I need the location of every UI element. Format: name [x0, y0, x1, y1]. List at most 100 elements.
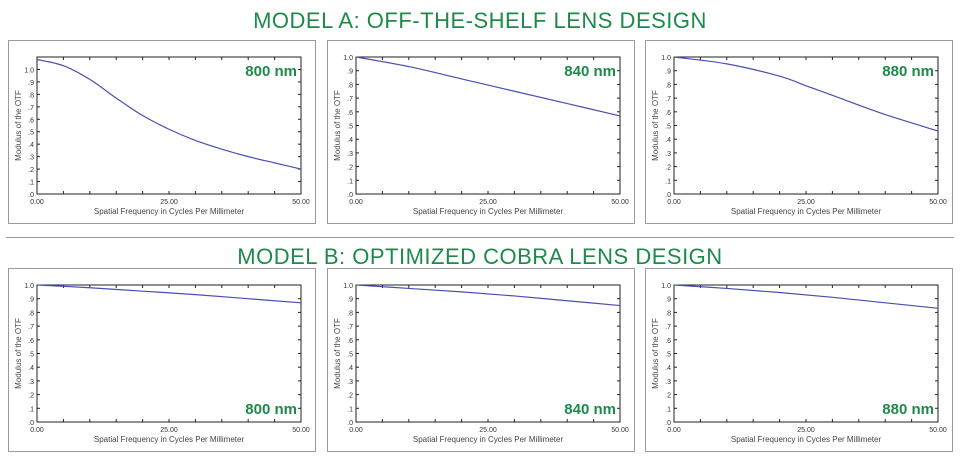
mtf-chart-panel: .0 .1 .2 .3 .4 .5 .6 .7 .8 .9 1.0 0.00 25.00 50.00 Spa…	[645, 268, 953, 452]
mtf-chart: .0 .1 .2 .3 .4 .5 .6 .7 .8 .9 1.0 0.00 25.00 50.00 Spa…	[14, 283, 310, 444]
y-tick-label: 1.0	[661, 55, 671, 62]
y-tick-label: .8	[665, 82, 671, 89]
x-tick-label: 25.00	[160, 199, 178, 206]
x-tick-label: 50.00	[292, 427, 310, 434]
y-tick-label: 1.0	[343, 283, 353, 290]
y-tick-label: .9	[665, 297, 671, 304]
mtf-curve	[355, 284, 621, 307]
y-tick-label: .5	[28, 130, 34, 137]
mtf-curve	[673, 56, 939, 132]
y-tick-label: .8	[665, 310, 671, 317]
mtf-curve	[36, 284, 302, 304]
y-tick-label: .2	[347, 393, 353, 400]
y-tick-label: .5	[665, 352, 671, 359]
y-tick-label: .4	[665, 365, 671, 372]
y-tick-label: .7	[347, 324, 353, 331]
x-axis-label: Spatial Frequency in Cycles Per Millimet…	[413, 207, 564, 216]
y-tick-label: .1	[665, 406, 671, 413]
x-tick-label: 25.00	[797, 199, 815, 206]
y-tick-label: .4	[665, 137, 671, 144]
y-tick-label: .7	[665, 324, 671, 331]
mtf-chart-panel: .0 .1 .2 .3 .4 .5 .6 .7 .8 .9 1.0 0.00 25.00 50.00 Spa…	[8, 268, 316, 452]
y-tick-label: .4	[347, 365, 353, 372]
y-axis-label: Modulus of the OTF	[333, 318, 342, 389]
y-tick-label: 1.0	[24, 283, 34, 290]
model-a-title: MODEL A: OFF-THE-SHELF LENS DESIGN	[253, 8, 707, 33]
wavelength-label: 800 nm	[245, 401, 297, 418]
y-tick-label: .3	[347, 379, 353, 386]
y-axis-label: Modulus of the OTF	[651, 318, 660, 389]
y-tick-label: .8	[28, 92, 34, 99]
mtf-chart: .0 .1 .2 .3 .4 .5 .6 .7 .8 .9 1.0 0.00 25.00 50.00 Spa…	[651, 55, 947, 216]
mtf-chart: .0 .1 .2 .3 .4 .5 .6 .7 .8 .9 1.0 0.00 25.00 50.00 Spa…	[333, 55, 629, 216]
model-b-title: MODEL B: OPTIMIZED COBRA LENS DESIGN	[237, 244, 723, 269]
mtf-curve	[673, 284, 939, 309]
y-tick-label: .4	[347, 137, 353, 144]
x-tick-label: 0.00	[30, 427, 44, 434]
y-tick-label: .7	[665, 96, 671, 103]
x-tick-label: 0.00	[667, 427, 681, 434]
y-tick-label: .9	[347, 297, 353, 304]
y-tick-label: .5	[665, 124, 671, 131]
x-axis-label: Spatial Frequency in Cycles Per Millimet…	[413, 435, 564, 444]
x-tick-label: 50.00	[611, 199, 629, 206]
y-tick-label: .6	[347, 338, 353, 345]
y-tick-label: .5	[347, 352, 353, 359]
y-tick-label: .8	[347, 82, 353, 89]
y-tick-label: .2	[347, 165, 353, 172]
y-tick-label: .7	[28, 324, 34, 331]
y-tick-label: .5	[347, 124, 353, 131]
x-tick-label: 0.00	[349, 427, 363, 434]
y-tick-label: .7	[347, 96, 353, 103]
y-axis-label: Modulus of the OTF	[14, 318, 23, 389]
y-tick-label: 1.0	[24, 67, 34, 74]
y-tick-label: .6	[28, 338, 34, 345]
y-tick-label: .1	[28, 180, 34, 187]
y-tick-label: .0	[28, 192, 34, 199]
y-tick-label: .2	[28, 167, 34, 174]
y-tick-label: .6	[347, 110, 353, 117]
y-axis-label: Modulus of the OTF	[14, 90, 23, 161]
y-tick-label: .6	[665, 338, 671, 345]
y-tick-label: .0	[347, 420, 353, 427]
y-tick-label: .6	[665, 110, 671, 117]
y-tick-label: .5	[28, 352, 34, 359]
y-tick-label: .1	[28, 406, 34, 413]
y-tick-label: .0	[665, 420, 671, 427]
y-tick-label: .4	[28, 142, 34, 149]
mtf-chart: .0 .1 .2 .3 .4 .5 .6 .7 .8 .9 1.0 0.00 25.00 50.00 Spa…	[651, 283, 947, 444]
mtf-curve	[36, 58, 302, 170]
x-tick-label: 25.00	[479, 427, 497, 434]
y-tick-label: .3	[28, 379, 34, 386]
y-tick-label: .2	[665, 393, 671, 400]
y-tick-label: .7	[28, 105, 34, 112]
y-tick-label: .8	[347, 310, 353, 317]
y-tick-label: .9	[665, 69, 671, 76]
y-axis-label: Modulus of the OTF	[333, 90, 342, 161]
y-tick-label: .2	[665, 165, 671, 172]
y-tick-label: .1	[347, 178, 353, 185]
x-tick-label: 0.00	[30, 199, 44, 206]
y-tick-label: .1	[347, 406, 353, 413]
divider	[6, 237, 954, 238]
y-tick-label: 1.0	[343, 55, 353, 62]
y-tick-label: .3	[347, 151, 353, 158]
mtf-chart-panel: .0 .1 .2 .3 .4 .5 .6 .7 .8 .9 1.0 0.00 25.00 50.00 Spa…	[327, 40, 635, 224]
mtf-chart-panel: .0 .1 .2 .3 .4 .5 .6 .7 .8 .9 1.0 0.00 25.00 50.00 Spa…	[645, 40, 953, 224]
wavelength-label: 880 nm	[882, 63, 934, 80]
x-axis-label: Spatial Frequency in Cycles Per Millimet…	[731, 207, 882, 216]
x-tick-label: 50.00	[929, 427, 947, 434]
x-tick-label: 0.00	[667, 199, 681, 206]
y-tick-label: .9	[347, 69, 353, 76]
wavelength-label: 840 nm	[564, 401, 616, 418]
y-tick-label: .2	[28, 393, 34, 400]
mtf-chart: .0 .1 .2 .3 .4 .5 .6 .7 .8 .9 1.0 0.00 25.00 50.00 Spa…	[14, 56, 310, 216]
y-tick-label: .0	[665, 192, 671, 199]
y-tick-label: .4	[28, 365, 34, 372]
mtf-chart-panel: .0 .1 .2 .3 .4 .5 .6 .7 .8 .9 1.0 0.00 25.00 50.00 Spa…	[327, 268, 635, 452]
x-tick-label: 50.00	[929, 199, 947, 206]
y-tick-label: .9	[28, 297, 34, 304]
y-tick-label: 1.0	[661, 283, 671, 290]
mtf-curve	[355, 56, 621, 117]
mtf-chart: .0 .1 .2 .3 .4 .5 .6 .7 .8 .9 1.0 0.00 25.00 50.00 Spa…	[333, 283, 629, 444]
